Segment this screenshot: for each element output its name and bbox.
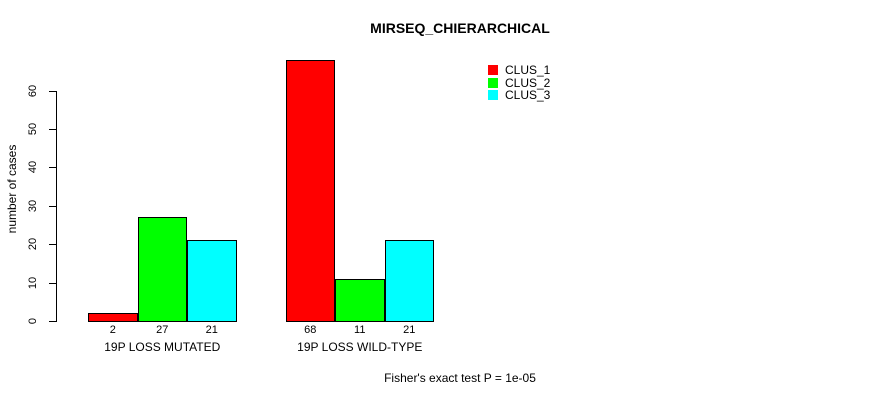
chart-title: MIRSEQ_CHIERARCHICAL	[370, 20, 550, 36]
legend-item-clus_1: CLUS_1	[488, 63, 551, 77]
y-axis-tick	[49, 167, 56, 169]
y-axis-tick-label: 30	[27, 199, 39, 212]
bar-clus_3-group2	[384, 240, 434, 322]
y-axis-tick-label: 20	[27, 238, 39, 251]
bar-clus_2-group2	[335, 278, 385, 322]
y-axis-tick	[49, 90, 56, 92]
legend-label: CLUS_2	[505, 75, 551, 90]
bar-value-label: 21	[205, 324, 218, 336]
y-axis-tick	[49, 129, 56, 130]
legend-swatch-icon	[488, 65, 498, 76]
bar-value-label: 2	[109, 324, 116, 336]
y-axis-tick-label: 40	[27, 161, 39, 174]
x-axis-group-label: 19P LOSS WILD-TYPE	[297, 340, 423, 354]
y-axis-tick-label: 50	[27, 122, 39, 136]
y-axis-tick	[49, 282, 56, 284]
legend-swatch-icon	[488, 90, 498, 101]
legend-label: CLUS_3	[505, 88, 551, 102]
legend-label: CLUS_1	[505, 63, 551, 77]
bar-clus_1-group2	[285, 59, 335, 322]
y-axis-line	[56, 90, 57, 322]
bar-value-label: 27	[156, 324, 169, 336]
y-axis-tick-label: 60	[27, 84, 39, 97]
legend: CLUS_1 CLUS_2 CLUS_3	[488, 63, 551, 102]
bar-value-label: 11	[354, 324, 366, 336]
legend-item-clus_3: CLUS_3	[488, 88, 551, 102]
legend-swatch-icon	[488, 77, 498, 88]
bar-value-label: 21	[403, 324, 416, 336]
bar-value-label: 68	[304, 324, 317, 336]
y-axis-tick	[49, 244, 56, 246]
legend-item-clus_2: CLUS_2	[488, 75, 551, 90]
bar-clus_1-group1	[88, 313, 138, 322]
y-axis-tick	[49, 321, 56, 322]
y-axis-tick-label: 10	[27, 276, 39, 289]
y-axis-tick-label: 0	[27, 317, 39, 325]
bar-clus_3-group1	[187, 240, 237, 322]
bar-clus_2-group1	[137, 217, 187, 322]
y-axis-tick	[49, 205, 56, 207]
y-axis-title: number of cases	[5, 144, 19, 234]
annotation-text: Fisher's exact test P = 1e-05	[384, 371, 536, 385]
x-axis-group-label: 19P LOSS MUTATED	[104, 340, 221, 354]
